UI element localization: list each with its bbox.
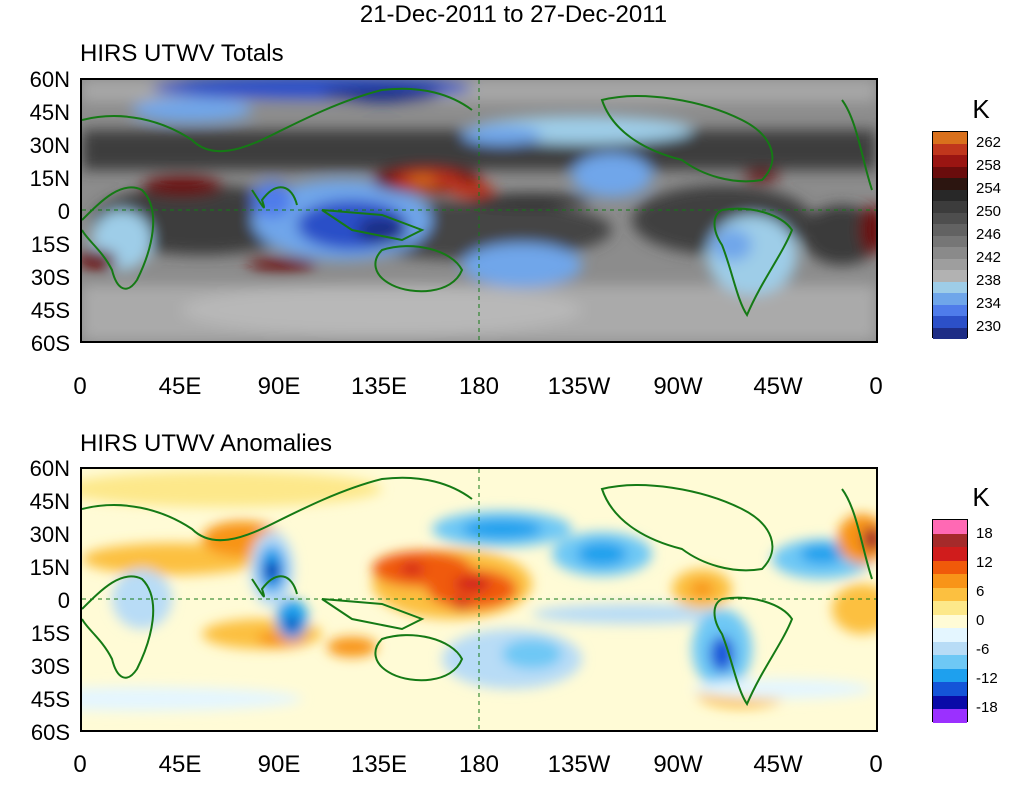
anomalies-colorbar-segment xyxy=(933,695,967,710)
anomalies-colorbar-segment xyxy=(933,601,967,615)
totals-colorbar-label: 234 xyxy=(976,294,1002,312)
anomalies-colorbar-segment xyxy=(933,682,967,696)
lat-label: 0 xyxy=(57,199,70,224)
totals-colorbar-segment xyxy=(933,201,967,213)
totals-colorbar-segment xyxy=(933,155,967,167)
totals-colorbar-segment xyxy=(933,178,967,190)
anomalies-colorbar-label: -12 xyxy=(976,669,998,687)
anomalies-colorbar-unit: K xyxy=(972,482,990,512)
anomalies-colorbar xyxy=(932,519,968,723)
anomalies-colorbar-label: 0 xyxy=(976,611,985,629)
lon-label: 0 xyxy=(869,751,883,778)
lat-label: 30N xyxy=(29,522,70,547)
totals-colorbar xyxy=(932,131,968,339)
lat-label: 45N xyxy=(29,489,70,514)
lat-label: 45S xyxy=(30,687,70,712)
lon-label: 135E xyxy=(350,373,408,400)
totals-colorbar-segment xyxy=(933,166,967,178)
lon-label: 90E xyxy=(257,751,301,778)
lon-label: 90E xyxy=(257,373,301,400)
lat-label: 60N xyxy=(29,456,70,481)
lat-label: 15S xyxy=(30,621,70,646)
lon-label: 0 xyxy=(73,373,87,400)
lon-label: 0 xyxy=(73,751,87,778)
totals-colorbar-segment xyxy=(933,304,967,316)
lat-label: 15N xyxy=(29,166,70,191)
totals-colorbar-label: 250 xyxy=(976,202,1002,220)
totals-coastlines xyxy=(82,87,873,318)
totals-colorbar-segment xyxy=(933,143,967,155)
anomalies-colorbar-segment xyxy=(933,709,967,723)
totals-colorbar-segment xyxy=(933,270,967,282)
lat-label: 0 xyxy=(57,588,70,613)
totals-colorbar-label: 230 xyxy=(976,317,1002,335)
anomalies-colorbar-segment xyxy=(933,614,967,629)
anomalies-colorbar-segment xyxy=(933,655,967,669)
lon-label: 0 xyxy=(869,373,883,400)
totals-colorbar-segment xyxy=(933,132,967,144)
anomalies-colorbar-segment xyxy=(933,574,967,588)
lon-label: 135W xyxy=(547,373,611,400)
anomalies-colorbar-label: 6 xyxy=(976,582,985,600)
lon-label: 135W xyxy=(547,751,611,778)
totals-colorbar-segment xyxy=(933,247,967,259)
anomalies-colorbar-segment xyxy=(933,547,967,561)
anomalies-map xyxy=(80,467,878,732)
lon-label: 45W xyxy=(753,751,803,778)
lon-label: 90W xyxy=(653,751,703,778)
lat-label: 45S xyxy=(30,298,70,323)
lon-label: 180 xyxy=(458,751,500,778)
lat-label: 60N xyxy=(29,67,70,92)
lon-label: 45W xyxy=(753,373,803,400)
lat-label: 15N xyxy=(29,555,70,580)
anomalies-field-contours xyxy=(82,471,876,711)
anomalies-colorbar-segment xyxy=(933,587,967,602)
totals-map xyxy=(80,78,878,343)
lon-label: 180 xyxy=(458,373,500,400)
anomalies-panel-title: HIRS UTWV Anomalies xyxy=(80,430,333,457)
lat-label: 15S xyxy=(30,232,70,257)
totals-colorbar-label: 258 xyxy=(976,156,1002,174)
lon-label: 135E xyxy=(350,751,408,778)
totals-colorbar-label: 246 xyxy=(976,225,1002,243)
anomalies-colorbar-label: 18 xyxy=(976,524,993,542)
lat-label: 45N xyxy=(29,100,70,125)
lat-label: 30N xyxy=(29,133,70,158)
totals-colorbar-segment xyxy=(933,224,967,236)
lat-label: 60S xyxy=(30,331,70,356)
totals-colorbar-label: 254 xyxy=(976,179,1002,197)
anomalies-colorbar-label: 12 xyxy=(976,553,993,571)
totals-colorbar-segment xyxy=(933,293,967,305)
totals-colorbar-segment xyxy=(933,212,967,224)
lat-label: 60S xyxy=(30,720,70,745)
anomalies-colorbar-segment xyxy=(933,641,967,656)
totals-colorbar-segment xyxy=(933,189,967,201)
lon-label: 45E xyxy=(158,373,202,400)
anomalies-colorbar-segment xyxy=(933,533,967,548)
lon-label: 45E xyxy=(158,751,202,778)
totals-colorbar-unit: K xyxy=(972,94,990,124)
totals-colorbar-label: 242 xyxy=(976,248,1002,266)
figure-title: 21-Dec-2011 to 27-Dec-2011 xyxy=(359,1,668,28)
totals-colorbar-segment xyxy=(933,316,967,328)
totals-colorbar-segment xyxy=(933,235,967,247)
anomalies-colorbar-label: -18 xyxy=(976,698,998,716)
lat-label: 30S xyxy=(30,265,70,290)
lat-label: 30S xyxy=(30,654,70,679)
totals-colorbar-segment xyxy=(933,327,967,339)
anomalies-colorbar-segment xyxy=(933,628,967,642)
lon-label: 90W xyxy=(653,373,703,400)
anomalies-colorbar-segment xyxy=(933,668,967,683)
totals-colorbar-label: 238 xyxy=(976,271,1002,289)
totals-colorbar-segment xyxy=(933,281,967,293)
anomalies-coastlines xyxy=(82,476,873,707)
anomalies-colorbar-label: -6 xyxy=(976,640,990,658)
anomalies-colorbar-segment xyxy=(933,560,967,575)
anomalies-colorbar-segment xyxy=(933,520,967,534)
totals-panel-title: HIRS UTWV Totals xyxy=(80,40,284,67)
totals-colorbar-label: 262 xyxy=(976,133,1002,151)
totals-colorbar-segment xyxy=(933,258,967,270)
